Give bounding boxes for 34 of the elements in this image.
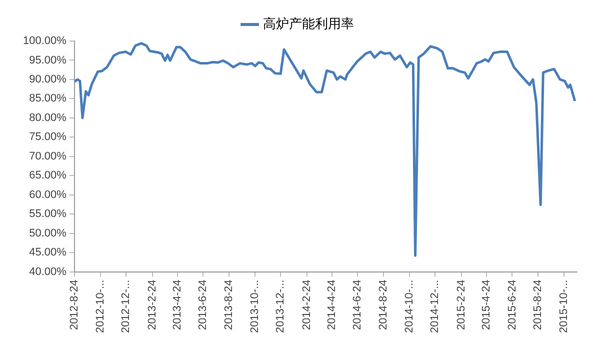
y-tick-label: 60.00% xyxy=(29,188,67,201)
y-tick-label: 40.00% xyxy=(29,266,67,278)
x-tick-label: 2013-8-24 xyxy=(222,280,235,330)
x-tick-label: 2014-8-24 xyxy=(378,280,390,330)
x-tick-label: 2015-8-24 xyxy=(532,280,544,330)
x-tick-label: 2013-12-... xyxy=(274,280,287,333)
x-tick-label: 2013-10-... xyxy=(248,280,261,333)
y-tick-label: 100.00% xyxy=(22,35,67,48)
x-tick-label: 2013-2-24 xyxy=(146,280,158,330)
x-tick-label: 2015-10-... xyxy=(558,280,570,333)
legend-label: 高炉产能利用率 xyxy=(262,16,354,32)
y-tick-label: 50.00% xyxy=(29,227,67,240)
x-tick-label: 2014-10-... xyxy=(403,280,416,333)
x-tick-label: 2014-6-24 xyxy=(352,280,364,330)
y-tick-label: 45.00% xyxy=(29,246,67,259)
x-tick-label: 2012-10-... xyxy=(94,280,106,333)
x-tick-label: 2012-8-24 xyxy=(68,280,80,330)
x-tick-label: 2014-12-... xyxy=(429,280,442,333)
x-tick-label: 2013-6-24 xyxy=(197,280,210,330)
y-tick-label: 90.00% xyxy=(29,74,67,86)
y-tick-label: 80.00% xyxy=(29,112,67,124)
x-tick-label: 2012-12-... xyxy=(120,280,132,333)
x-tick-label: 2014-2-24 xyxy=(300,280,313,330)
x-tick-label: 2015-4-24 xyxy=(480,280,492,330)
x-tick-label: 2014-4-24 xyxy=(326,280,338,330)
y-tick-label: 85.00% xyxy=(29,92,67,105)
y-tick-label: 75.00% xyxy=(29,131,67,144)
y-tick-label: 70.00% xyxy=(29,150,67,162)
x-tick-label: 2015-2-24 xyxy=(455,280,468,330)
y-tick-label: 65.00% xyxy=(29,170,67,182)
x-tick-label: 2013-4-24 xyxy=(171,280,184,330)
y-tick-label: 55.00% xyxy=(29,208,67,220)
y-tick-label: 95.00% xyxy=(29,54,67,66)
x-tick-label: 2015-6-24 xyxy=(506,280,518,330)
